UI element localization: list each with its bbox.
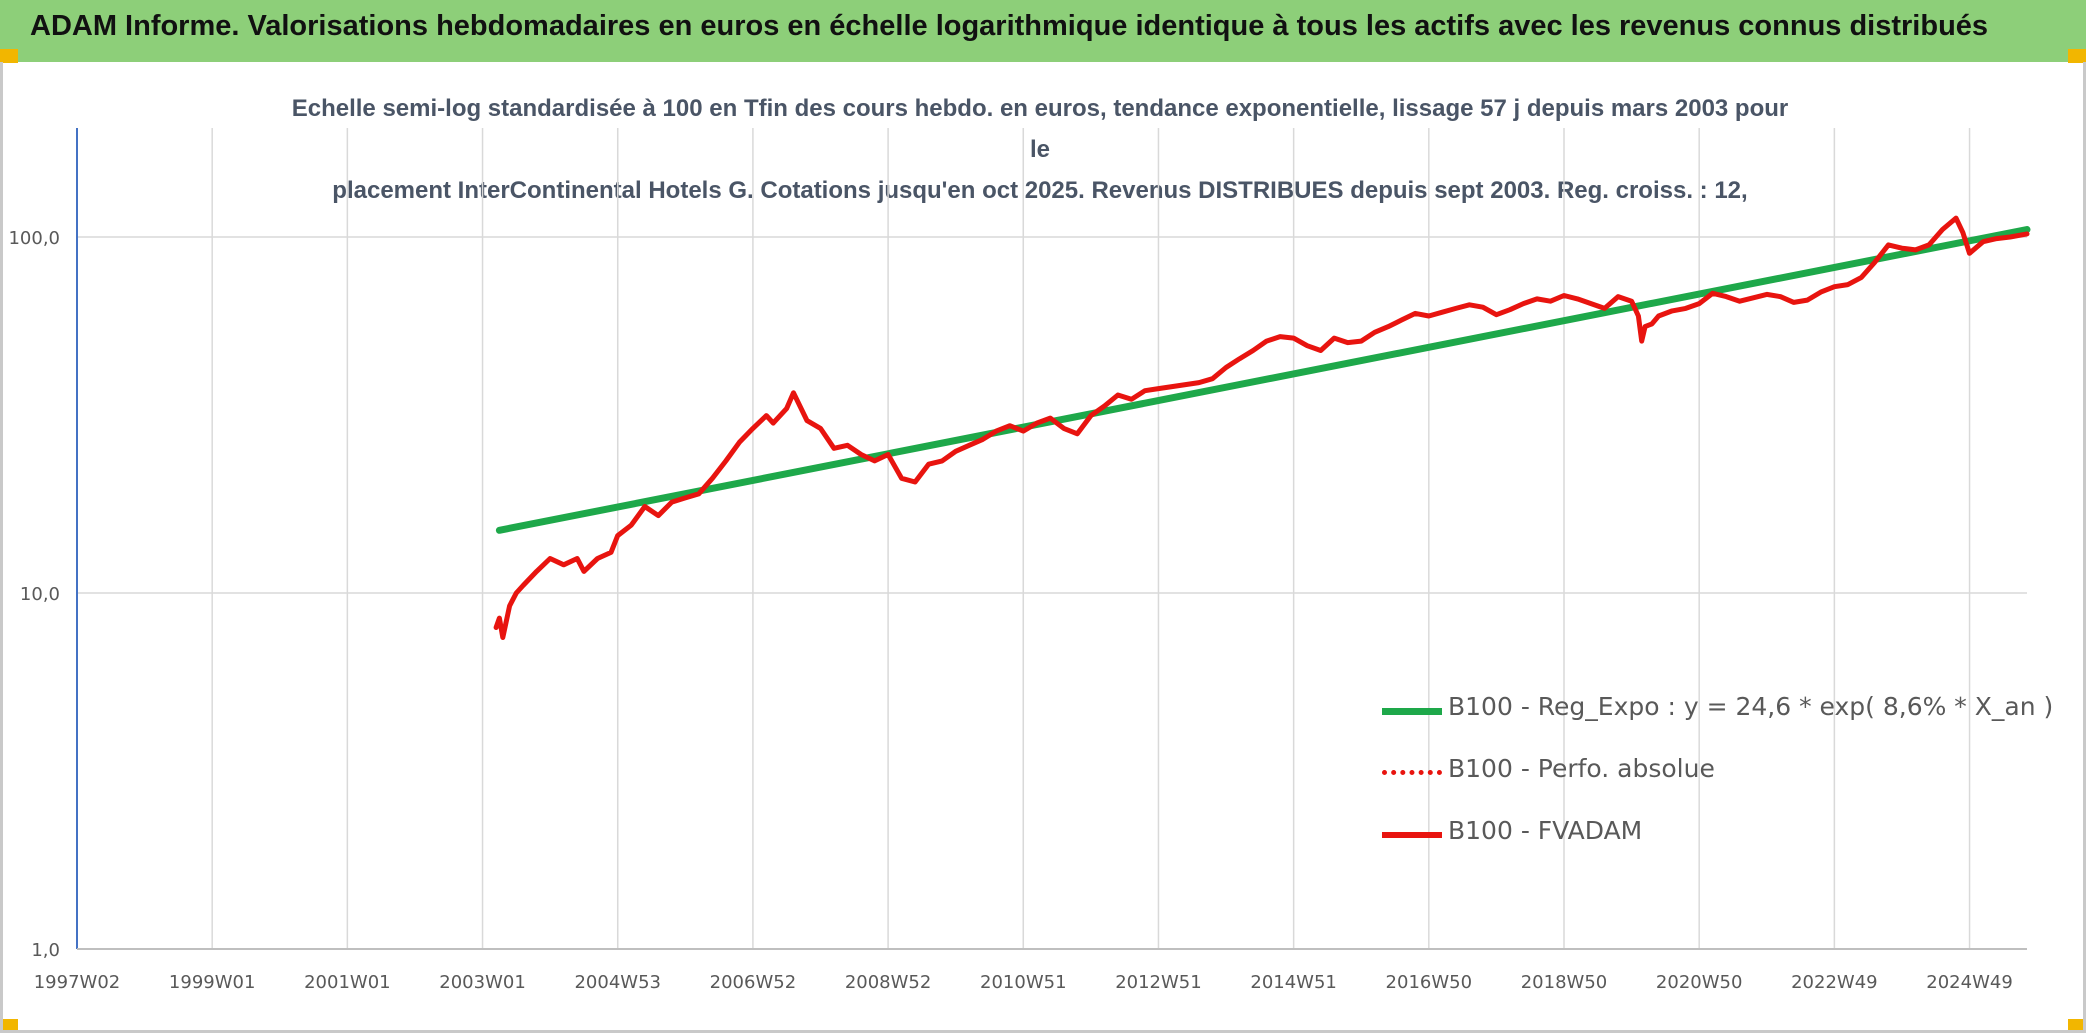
x-tick-label: 2012W51 [1115, 972, 1202, 993]
x-tick-label: 2014W51 [1250, 972, 1337, 993]
x-tick-label: 2008W52 [845, 972, 932, 993]
legend-swatch-perfo [1382, 770, 1442, 775]
title-bar: ADAM Informe. Valorisations hebdomadaire… [0, 0, 2086, 62]
page-title: ADAM Informe. Valorisations hebdomadaire… [30, 10, 1989, 42]
y-tick-label: 10,0 [20, 584, 60, 605]
x-tick-label: 2020W50 [1656, 972, 1743, 993]
x-tick-label: 2001W01 [304, 972, 391, 993]
legend-label-perfo: B100 - Perfo. absolue [1448, 754, 1715, 783]
tick-labels: 1997W02 1999W01 2001W01 2003W01 2004W53 2006W… [8, 228, 2012, 993]
series-layer [493, 215, 2031, 640]
series-line-fvadam [493, 215, 2030, 640]
x-tick-label: 2018W50 [1521, 972, 1608, 993]
legend-label-trend: B100 - Reg_Expo : y = 24,6 * exp( 8,6% *… [1448, 692, 2054, 721]
series-line-trend [495, 226, 2031, 534]
corner-accent-bottom-right [2068, 1019, 2086, 1033]
x-gridlines [76, 128, 1971, 949]
legend-swatch-fvadam [1382, 832, 1442, 838]
y-tick-label: 100,0 [8, 228, 60, 249]
axes [76, 128, 2027, 950]
x-tick-label: 2024W49 [1926, 972, 2013, 993]
x-tick-label: 2010W51 [980, 972, 1067, 993]
x-tick-label: 1999W01 [169, 972, 256, 993]
x-tick-label: 1997W02 [34, 972, 121, 993]
x-tick-label: 2006W52 [710, 972, 797, 993]
x-tick-label: 2004W53 [574, 972, 661, 993]
legend-swatch-trend [1382, 708, 1442, 715]
corner-accent-bottom-left [0, 1019, 18, 1033]
x-tick-label: 2016W50 [1386, 972, 1473, 993]
y-tick-label: 1,0 [31, 940, 60, 961]
corner-accent-top-right [2068, 49, 2086, 63]
x-tick-label: 2022W49 [1791, 972, 1878, 993]
legend-label-fvadam: B100 - FVADAM [1448, 816, 1643, 845]
corner-accent-top-left [0, 49, 18, 63]
chart-title-line-1: Echelle semi-log standardisée à 100 en T… [291, 95, 1789, 163]
chart-frame [0, 62, 2086, 1033]
chart-title-line-2: placement InterContinental Hotels G. Cot… [332, 177, 1748, 204]
y-gridlines [77, 236, 2027, 950]
chart-title: Echelle semi-log standardisée à 100 en T… [290, 88, 1790, 211]
x-tick-label: 2003W01 [439, 972, 526, 993]
